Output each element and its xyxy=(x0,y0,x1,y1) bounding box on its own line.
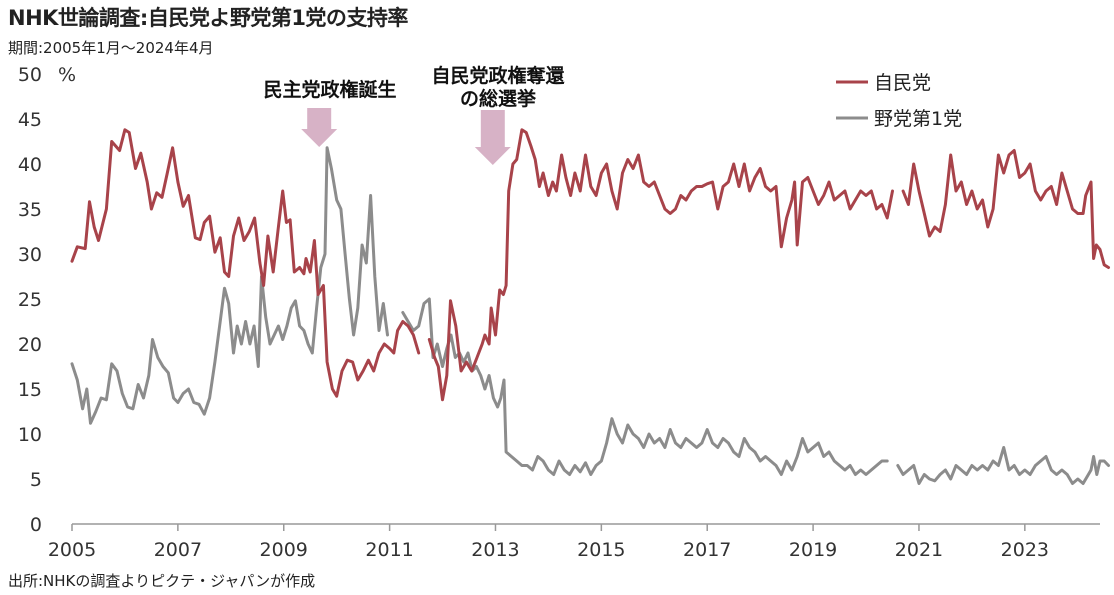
legend-label: 自民党 xyxy=(874,72,931,94)
y-tick-label: 35 xyxy=(18,199,42,221)
annotation-arrow xyxy=(474,110,511,165)
annotation-label: の総選挙 xyxy=(460,87,537,110)
x-tick-label: 2023 xyxy=(1001,539,1049,561)
y-tick-label: 0 xyxy=(30,514,42,536)
y-tick-label: 40 xyxy=(18,154,42,176)
series-layer xyxy=(70,128,1110,485)
x-tick-label: 2007 xyxy=(154,539,202,561)
source-note: 出所:NHKの調査よりピクテ・ジャパンが作成 xyxy=(8,572,316,590)
series-line-ldp xyxy=(70,128,1110,402)
y-unit-label: % xyxy=(58,64,76,86)
x-tick-label: 2015 xyxy=(577,539,625,561)
x-tick-label: 2009 xyxy=(260,539,308,561)
y-tick-label: 25 xyxy=(18,289,42,311)
annotation-label: 自民党政権奪還 xyxy=(431,64,565,87)
y-tick-label: 15 xyxy=(18,379,42,401)
x-axis: 2005 2007 2009 2011 2013 2015 2017 2019 2021 2023 xyxy=(48,523,1100,561)
y-tick-label: 5 xyxy=(30,469,42,491)
x-tick-label: 2005 xyxy=(48,539,96,561)
legend-label: 野党第1党 xyxy=(874,108,962,130)
annotation-label: 民主党政権誕生 xyxy=(263,78,396,101)
chart-period: 期間:2005年1月～2024年4月 xyxy=(8,39,214,57)
y-axis: 0 5 10 15 20 25 30 35 40 45 50% xyxy=(18,64,76,536)
chart-title: NHK世論調査:自民党よ野党第1党の支持率 xyxy=(8,6,408,30)
y-tick-label: 45 xyxy=(18,109,42,131)
x-tick-label: 2011 xyxy=(365,539,413,561)
y-tick-label: 20 xyxy=(18,334,42,356)
x-tick-label: 2021 xyxy=(895,539,943,561)
y-tick-label: 10 xyxy=(18,424,42,446)
series-line-opposition xyxy=(70,146,1110,485)
x-tick-label: 2013 xyxy=(471,539,519,561)
y-tick-label: 50 xyxy=(18,64,42,86)
x-tick-label: 2019 xyxy=(789,539,837,561)
annotation-arrow xyxy=(301,108,338,147)
x-tick-label: 2017 xyxy=(683,539,731,561)
y-tick-label: 30 xyxy=(18,244,42,266)
